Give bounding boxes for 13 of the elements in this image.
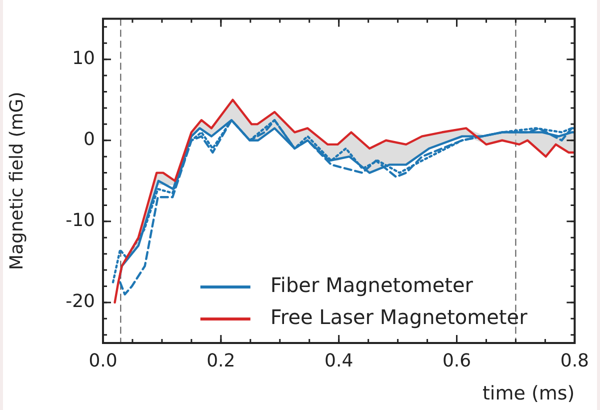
x-tick-label: 0.6	[442, 350, 472, 372]
legend-label: Fiber Magnetometer	[270, 273, 474, 298]
x-axis-title: time (ms)	[482, 382, 575, 405]
x-tick-label: 0.0	[88, 350, 118, 372]
y-axis-title: Magnetic field (mG)	[6, 92, 28, 270]
y-tick-label: 10	[72, 48, 95, 69]
x-tick-label: 0.2	[206, 350, 236, 372]
x-tick-label: 0.4	[324, 350, 354, 372]
y-tick-label: -10	[66, 210, 95, 232]
y-tick-label: 0	[84, 129, 95, 150]
legend-label: Free Laser Magnetometer	[270, 305, 528, 330]
y-tick-label: -20	[66, 291, 95, 312]
x-tick-label: 0.8	[560, 350, 590, 372]
